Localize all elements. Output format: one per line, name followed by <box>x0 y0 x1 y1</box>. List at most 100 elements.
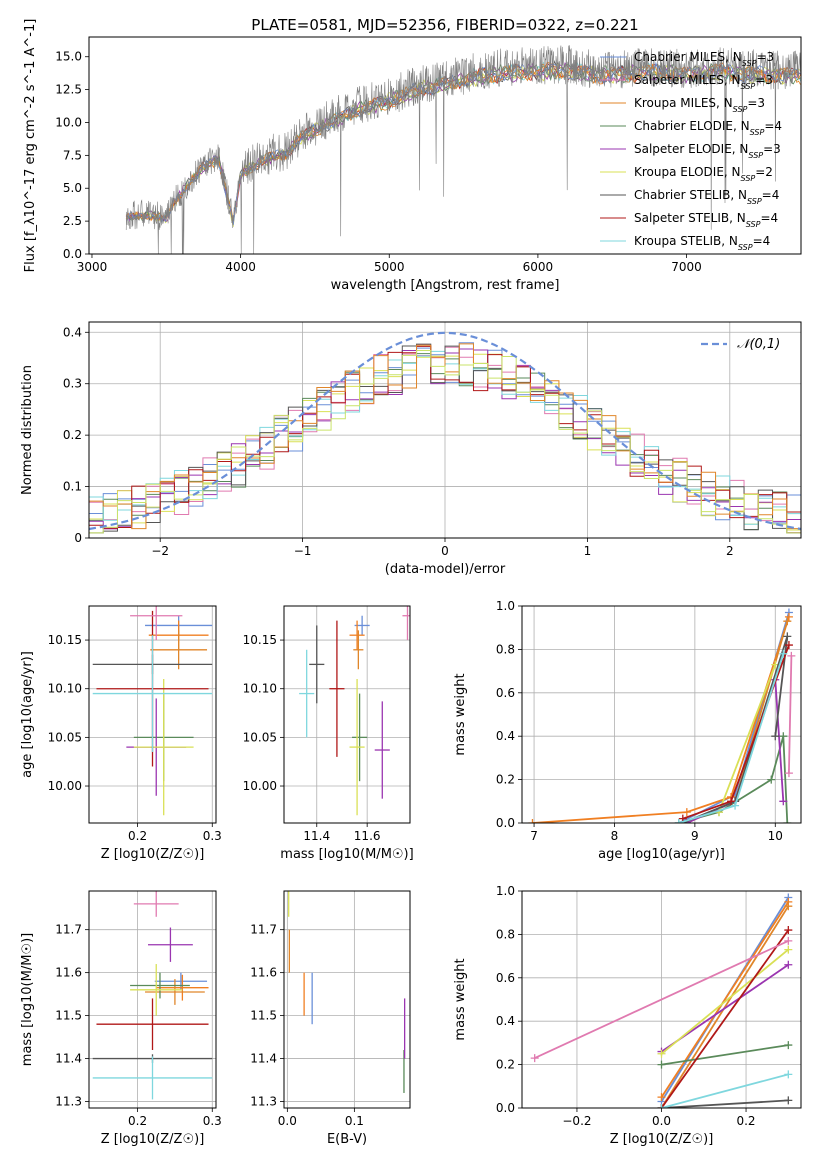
observed-spectrum-line <box>125 45 801 254</box>
x-tick-label: 0.3 <box>203 1114 222 1128</box>
y-axis-label: Normed distribution <box>20 365 35 495</box>
plot-area <box>89 331 801 534</box>
y-tick-label: 0.4 <box>63 325 82 339</box>
mass-weight-marker <box>784 936 793 945</box>
panels: 3000 4000 5000 6000 70000.02.55.07.510.012.5… <box>20 19 802 1147</box>
mass-weight-line <box>661 1073 789 1108</box>
mass-weight-marker <box>674 819 683 823</box>
y-tick-label: 10.00 <box>243 779 277 793</box>
panel-mass-vs-EBV: 0.0 0.1 11.3 11.4 11.5 11.6 11.7 E(B-V) <box>250 890 411 1147</box>
mass-weight-marker <box>783 819 792 823</box>
axes-frame <box>88 890 217 1109</box>
x-tick-label: 7 <box>530 829 538 843</box>
y-tick-label: 0.2 <box>496 773 515 787</box>
x-tick-label: 0.2 <box>128 1114 147 1128</box>
mass-weight-marker <box>784 1070 793 1079</box>
x-tick-label: 2 <box>726 544 734 558</box>
legend-label: Chabrier MILES, NSSP=3 <box>634 50 774 68</box>
legend-label: Kroupa STELIB, NSSP=4 <box>634 234 770 252</box>
plot-area <box>92 606 213 816</box>
x-tick-label: 0.3 <box>203 829 222 843</box>
y-tick-label: 15.0 <box>55 50 82 64</box>
mass-weight-line <box>661 1099 789 1108</box>
mass-weight-marker <box>784 960 793 969</box>
axes-frame <box>88 605 217 824</box>
y-tick-label: 11.7 <box>55 923 82 937</box>
x-axis-label: E(B-V) <box>327 1132 367 1147</box>
y-tick-label: 11.7 <box>250 923 277 937</box>
y-tick-label: 11.4 <box>55 1052 82 1066</box>
y-tick-label: 0.8 <box>496 927 515 941</box>
mass-weight-line <box>660 901 790 1098</box>
mass-weight-marker <box>784 641 793 650</box>
x-tick-label: 5000 <box>374 260 405 274</box>
x-tick-label: −1 <box>294 544 312 558</box>
plot-area <box>92 891 213 1100</box>
y-axis-label: age [log10(age/yr)] <box>20 651 35 778</box>
axes-frame <box>283 605 411 824</box>
mass-weight-line <box>661 1044 789 1066</box>
histogram-step-line <box>89 349 801 534</box>
legend-label: Kroupa ELODIE, NSSP=2 <box>634 165 773 183</box>
plot-area <box>530 893 793 1108</box>
legend-label: Chabrier STELIB, NSSP=4 <box>634 188 779 206</box>
y-tick-label: 1.0 <box>496 884 515 898</box>
mass-weight-marker <box>682 808 691 817</box>
mass-weight-marker <box>779 649 788 658</box>
y-tick-label: 0.0 <box>63 247 82 261</box>
y-tick-label: 2.5 <box>63 214 82 228</box>
y-tick-label: 11.4 <box>250 1052 277 1066</box>
x-tick-label: −2 <box>151 544 169 558</box>
x-axis-label: Z [log10(Z/Z☉)] <box>101 847 205 862</box>
y-tick-label: 1.0 <box>496 599 515 613</box>
histogram-step-line <box>89 343 801 530</box>
x-tick-label: 11.6 <box>354 829 381 843</box>
mass-weight-marker <box>771 732 780 741</box>
x-tick-label: 6000 <box>523 260 554 274</box>
y-tick-label: 0.3 <box>63 377 82 391</box>
plot-area <box>299 606 410 816</box>
x-tick-label: 7000 <box>671 260 702 274</box>
y-tick-label: 0.2 <box>63 428 82 442</box>
y-tick-label: 7.5 <box>63 148 82 162</box>
x-tick-label: 9 <box>691 829 699 843</box>
gaussian-curve <box>89 331 801 531</box>
mass-weight-line <box>660 905 790 1108</box>
y-tick-label: 10.00 <box>48 779 82 793</box>
mass-weight-marker <box>784 902 793 911</box>
panel-weight-vs-Z: −0.2 0.0 0.2 0.0 0.2 0.4 0.6 0.8 1.0 Z [log10(Z/Z… <box>453 884 802 1147</box>
panel-age-vs-mass: 11.4 11.6 10.00 10.05 10.10 10.15 mass [log10(… <box>243 605 414 862</box>
x-axis-label: age [log10(age/yr)] <box>598 847 725 862</box>
mass-weight-marker <box>528 819 537 823</box>
y-tick-label: 11.6 <box>250 966 277 980</box>
plot-area <box>125 45 801 254</box>
panel-spectrum: 3000 4000 5000 6000 7000 0.0 2.5 5.0 7.5 10.0 12.5… <box>23 19 802 293</box>
x-tick-label: 1 <box>584 544 592 558</box>
y-tick-label: 11.3 <box>250 1095 277 1109</box>
mass-weight-marker <box>784 1096 793 1105</box>
panel-weight-vs-age: 7 8 9 10 0.0 0.2 0.4 0.6 0.8 1.0 age [log10(age/yr… <box>453 599 802 862</box>
y-tick-label: 11.5 <box>250 1009 277 1023</box>
axes-frame <box>88 36 802 255</box>
y-tick-label: 10.15 <box>48 633 82 647</box>
y-tick-label: 0.0 <box>496 1101 515 1115</box>
y-tick-label: 10.10 <box>48 682 82 696</box>
panel-mass-vs-Z: 0.2 0.3 11.3 11.4 11.5 11.6 11.7 Z [log10(Z/Z☉)… <box>20 890 222 1147</box>
y-tick-label: 10.05 <box>243 730 277 744</box>
panel-residuals: −2 −1 0 1 2 0 0.1 0.2 0.3 0.4 (data-model)/error No… <box>20 321 802 577</box>
x-tick-label: 10 <box>768 829 783 843</box>
mass-weight-marker <box>657 1049 666 1058</box>
y-tick-label: 11.6 <box>55 966 82 980</box>
mass-weight-marker <box>784 612 793 621</box>
axes-frame <box>521 605 802 824</box>
x-tick-label: 0.2 <box>736 1114 755 1128</box>
x-tick-label: 0 <box>441 544 449 558</box>
mass-weight-marker <box>657 1093 666 1102</box>
x-tick-label: 0.2 <box>128 829 147 843</box>
plot-area <box>528 608 796 823</box>
legend-label: Kroupa MILES, NSSP=3 <box>634 96 765 114</box>
mass-weight-marker <box>783 632 792 641</box>
y-tick-label: 12.5 <box>55 83 82 97</box>
mass-weight-marker <box>657 1104 666 1108</box>
